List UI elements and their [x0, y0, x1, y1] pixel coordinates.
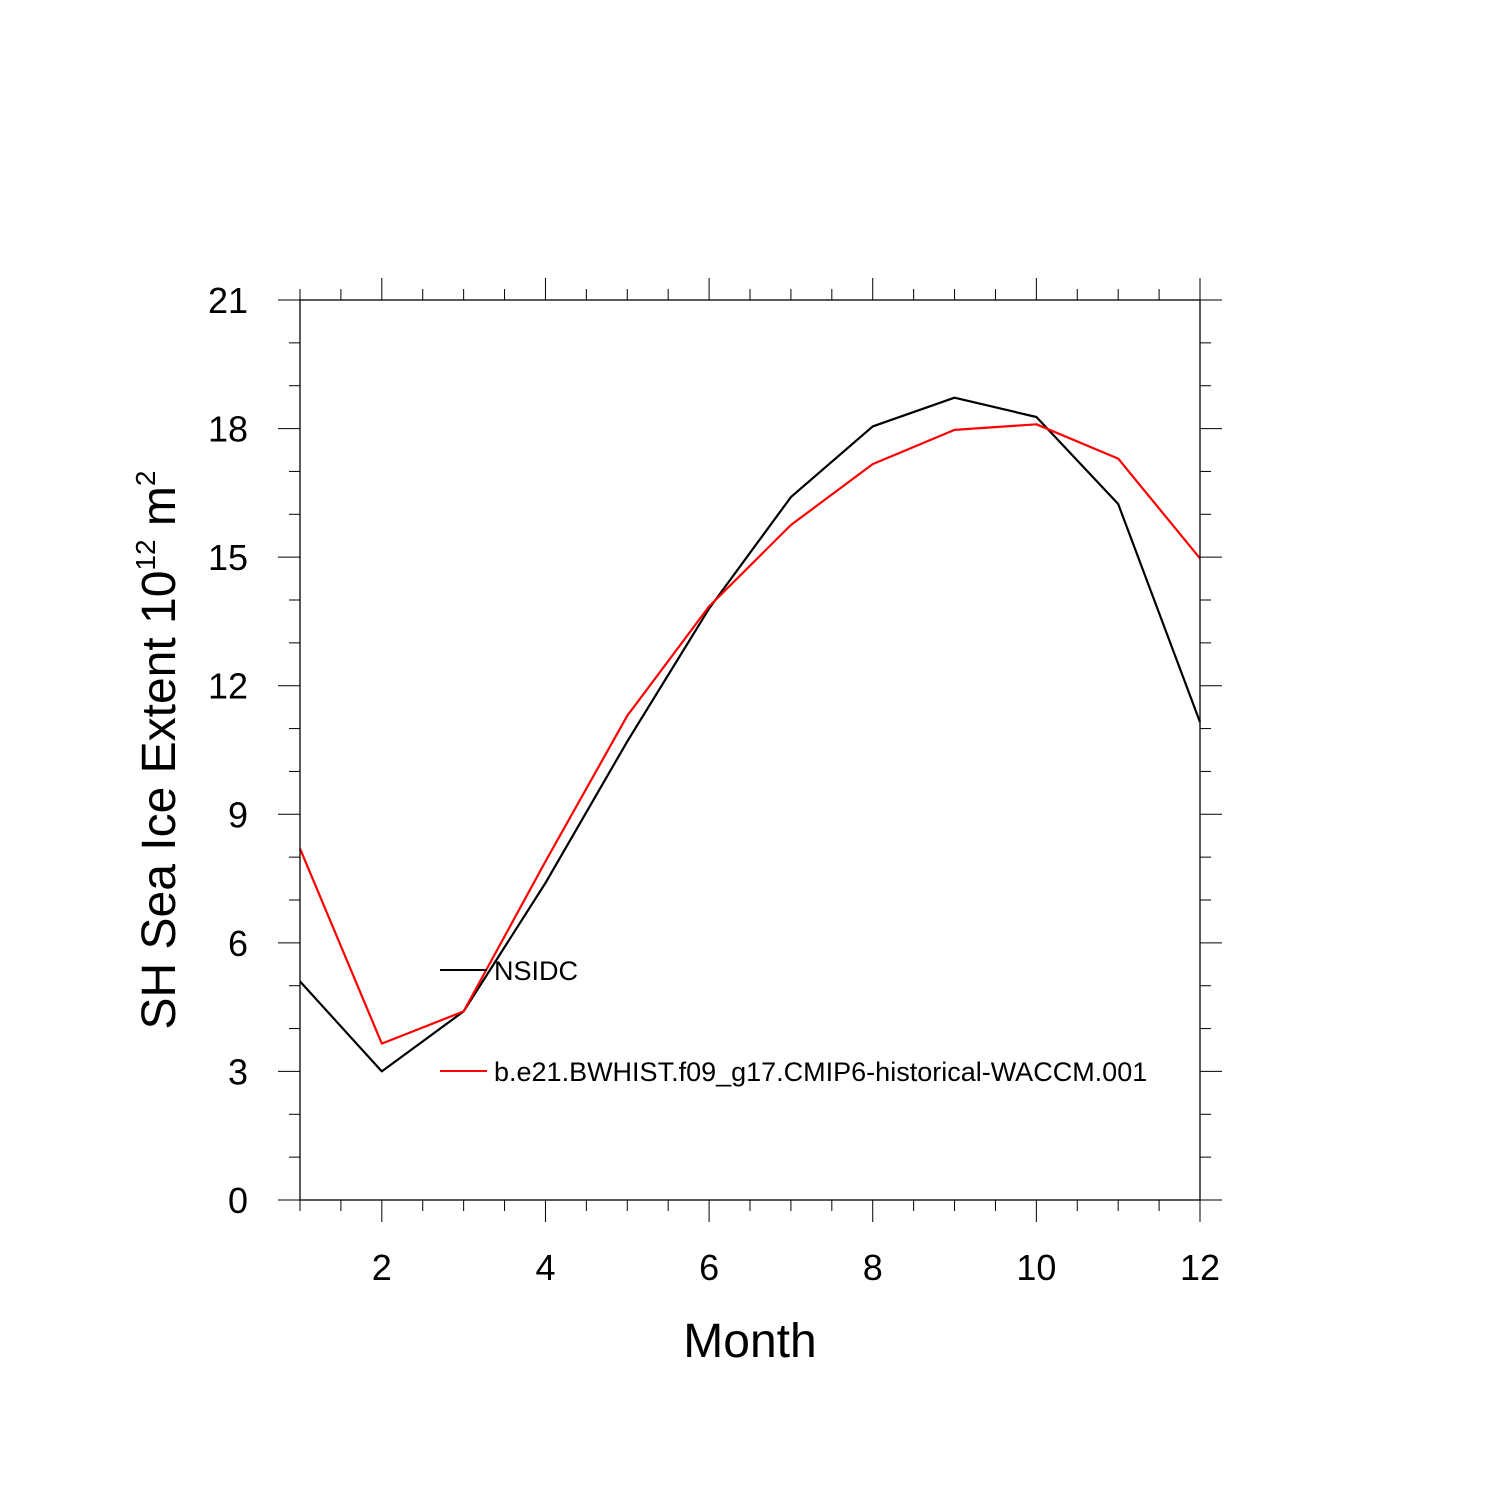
y-axis-title: SH Sea Ice Extent 1012 m2 — [130, 471, 186, 1030]
y-tick-label: 9 — [228, 794, 248, 835]
legend-label-waccm: b.e21.BWHIST.f09_g17.CMIP6-historical-WA… — [494, 1057, 1147, 1087]
y-tick-label: 15 — [208, 537, 248, 578]
y-tick-label: 18 — [208, 409, 248, 450]
series-line-nsidc — [299, 396, 1202, 1073]
legend: NSIDC b.e21.BWHIST.f09_g17.CMIP6-histori… — [440, 956, 1147, 1087]
legend-label-nsidc: NSIDC — [494, 956, 578, 986]
axis-ticks — [278, 278, 1222, 1222]
x-tick-label: 4 — [535, 1247, 555, 1288]
series-line-waccm — [298, 423, 1201, 1045]
y-tick-label: 21 — [208, 280, 248, 321]
x-tick-label: 6 — [699, 1247, 719, 1288]
tick-labels: 2 4 6 8 10 12 0 3 6 9 12 15 18 21 — [208, 280, 1220, 1288]
y-tick-label: 6 — [228, 923, 248, 964]
plot-frame — [299, 299, 1201, 1201]
y-tick-label: 3 — [228, 1051, 248, 1092]
y-tick-label: 12 — [208, 666, 248, 707]
x-tick-label: 8 — [863, 1247, 883, 1288]
x-tick-label: 2 — [372, 1247, 392, 1288]
x-axis-title: Month — [683, 1315, 816, 1368]
x-tick-label: 10 — [1016, 1247, 1056, 1288]
y-tick-label: 0 — [228, 1180, 248, 1221]
data-series — [298, 396, 1202, 1073]
x-tick-label: 12 — [1180, 1247, 1220, 1288]
